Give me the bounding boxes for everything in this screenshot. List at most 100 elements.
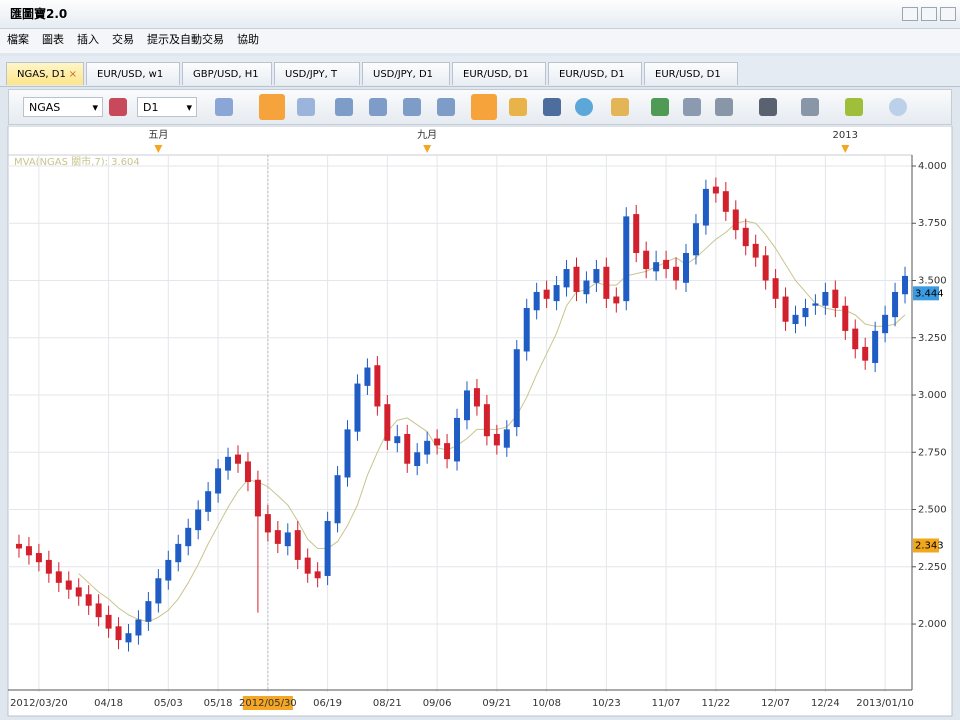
tab[interactable]: USD/JPY, T	[274, 62, 360, 85]
candle-body	[284, 532, 291, 547]
candle-body	[235, 454, 241, 464]
candle-body	[175, 543, 182, 563]
candle-body	[752, 243, 759, 258]
x-tick-label: 05/03	[154, 698, 183, 709]
candle-body	[603, 266, 610, 299]
tab-label: USD/JPY, D1	[373, 69, 434, 80]
tab-strip: NGAS, D1 × EUR/USD, w1 GBP/USD, H1 USD/JPY, …	[0, 56, 960, 87]
candle-body	[135, 619, 142, 636]
tool-icon[interactable]	[509, 98, 527, 116]
candle-body	[623, 216, 630, 302]
menu-bar: 檔案 圖表 插入 交易 提示及自動交易 協助	[0, 29, 960, 53]
x-tick-label: 08/21	[373, 698, 402, 709]
candle-body	[862, 346, 869, 361]
menu-item[interactable]: 提示及自動交易	[147, 33, 224, 46]
close-button[interactable]	[940, 7, 956, 21]
candle-body	[533, 291, 540, 311]
candle-body	[573, 266, 580, 292]
maximize-button[interactable]	[921, 7, 937, 21]
tool-icon[interactable]	[297, 98, 315, 116]
y-tick-label: 2.750	[918, 447, 947, 458]
tab[interactable]: NGAS, D1 ×	[6, 62, 84, 85]
candle-body	[15, 543, 22, 549]
price-tag-label: 3.444	[915, 288, 944, 299]
menu-item[interactable]: 檔案	[7, 33, 29, 46]
tool-icon[interactable]	[335, 98, 353, 116]
tool-icon[interactable]	[437, 98, 455, 116]
tool-icon[interactable]	[369, 98, 387, 116]
tool-icon[interactable]	[889, 98, 907, 116]
price-tag	[913, 286, 939, 301]
timeframe-select[interactable]: D1 ▾	[137, 97, 197, 117]
tool-icon[interactable]	[715, 98, 733, 116]
tool-icon[interactable]	[575, 98, 593, 116]
tab[interactable]: GBP/USD, H1	[182, 62, 272, 85]
tool-icon[interactable]	[801, 98, 819, 116]
x-tick-label: 11/07	[652, 698, 681, 709]
candle-body	[155, 578, 162, 604]
tab[interactable]: EUR/USD, D1	[548, 62, 642, 85]
menu-item[interactable]: 圖表	[42, 33, 64, 46]
tool-icon[interactable]	[611, 98, 629, 116]
y-tick-label: 3.500	[918, 276, 947, 287]
candle-body	[732, 209, 739, 231]
candle-body	[673, 266, 680, 281]
candle-body	[473, 388, 480, 407]
tab-close[interactable]: ×	[68, 69, 77, 80]
candle-body	[95, 603, 102, 618]
candle-body	[882, 314, 889, 334]
menu-item[interactable]: 插入	[77, 33, 99, 46]
dropdown-arrow: ▾	[186, 101, 192, 114]
candle-body	[45, 559, 52, 574]
tool-icon[interactable]	[215, 98, 233, 116]
x-tick-label: 12/24	[811, 698, 840, 709]
tab[interactable]: EUR/USD, w1	[86, 62, 180, 85]
candle-body	[523, 307, 530, 352]
tool-icon[interactable]	[845, 98, 863, 116]
candle-body	[593, 269, 600, 283]
candle-body	[304, 557, 311, 574]
y-tick-label: 3.750	[918, 218, 947, 229]
candle-body	[513, 349, 520, 428]
tool-icon[interactable]	[683, 98, 701, 116]
candle-body	[25, 546, 32, 556]
candle-body	[145, 601, 152, 622]
candle-body	[493, 433, 500, 446]
candle-body	[712, 186, 719, 194]
tool-icon[interactable]	[403, 98, 421, 116]
candle-body	[35, 553, 42, 563]
menu-item[interactable]: 協助	[237, 33, 259, 46]
tab[interactable]: EUR/USD, D1	[452, 62, 546, 85]
candle-body	[762, 255, 769, 281]
candle-body	[812, 303, 819, 306]
candle-body	[344, 429, 351, 478]
tool-icon[interactable]	[651, 98, 669, 116]
candle-body	[85, 594, 92, 606]
minimize-button[interactable]	[902, 7, 918, 21]
candle-body	[384, 404, 391, 441]
candle-body	[75, 587, 82, 597]
y-tick-label: 2.000	[918, 619, 947, 630]
candle-body	[483, 404, 490, 437]
tab-label: EUR/USD, D1	[559, 69, 625, 80]
x-tick-label: 2013/01/10	[856, 698, 914, 709]
tool-icon[interactable]	[759, 98, 777, 116]
tool-icon[interactable]	[259, 94, 285, 120]
tool-icon[interactable]	[543, 98, 561, 116]
candle-body	[842, 305, 849, 331]
x-tick-label: 2012/05/30	[239, 698, 297, 709]
month-marker	[423, 145, 432, 153]
tool-icon[interactable]	[109, 98, 127, 116]
candle-body	[364, 367, 371, 386]
menu-item[interactable]: 交易	[112, 33, 134, 46]
x-tick-label: 05/18	[204, 698, 233, 709]
candle-body	[702, 188, 709, 226]
candle-body	[892, 291, 899, 318]
dropdown-arrow: ▾	[92, 101, 98, 114]
tab[interactable]: USD/JPY, D1	[362, 62, 450, 85]
x-tick-label: 09/06	[423, 698, 452, 709]
tab[interactable]: EUR/USD, D1	[644, 62, 738, 85]
symbol-select[interactable]: NGAS ▾	[23, 97, 103, 117]
candle-body	[414, 452, 421, 467]
tool-icon[interactable]	[471, 94, 497, 120]
